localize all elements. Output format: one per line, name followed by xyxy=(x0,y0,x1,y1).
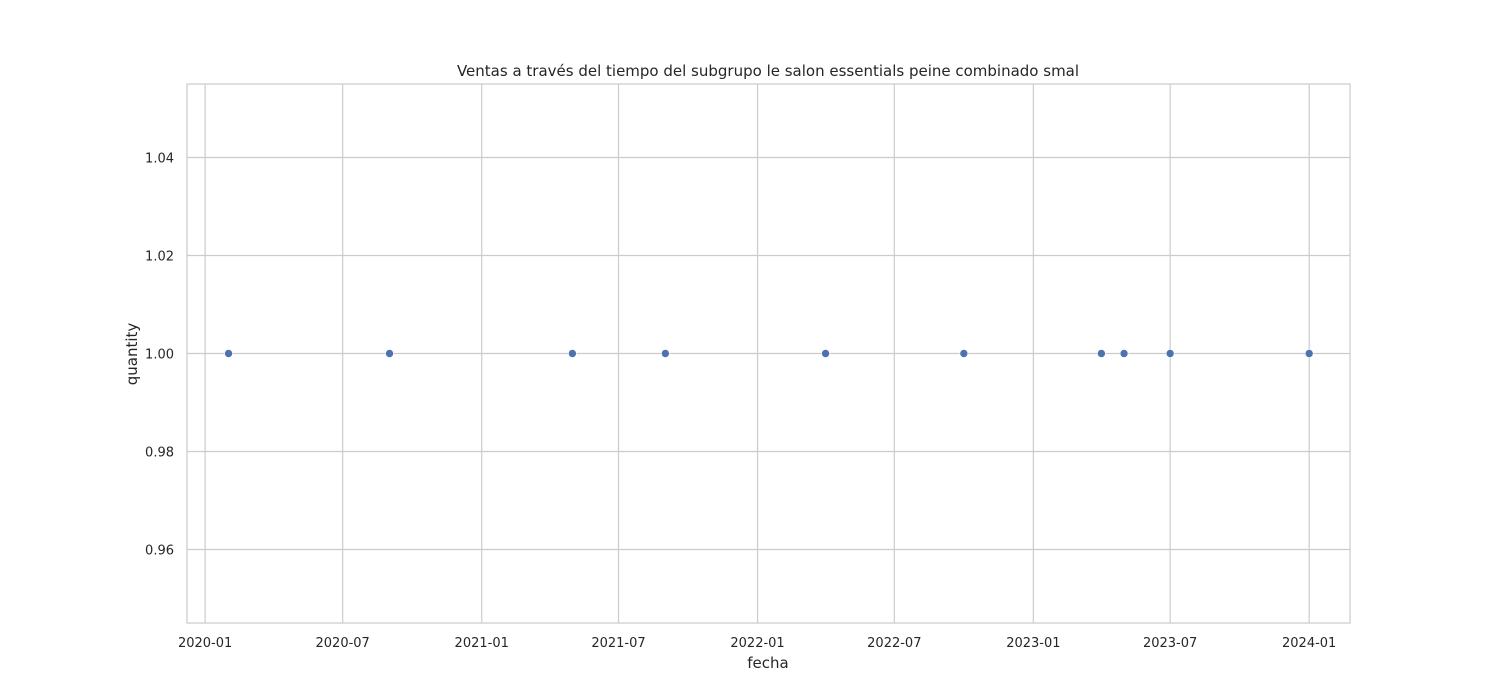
data-points xyxy=(224,349,1314,358)
plot-frame xyxy=(186,83,1351,624)
grid xyxy=(187,84,1350,623)
x-tick-label: 2024-01 xyxy=(1282,636,1336,651)
data-point xyxy=(1097,349,1106,358)
y-axis-label: quantity xyxy=(123,323,141,386)
y-tick-label: 1.00 xyxy=(145,348,174,363)
x-tick-label: 2021-07 xyxy=(591,636,645,651)
x-axis-label: fecha xyxy=(747,654,788,672)
data-point xyxy=(1165,349,1175,358)
x-tick-label: 2023-07 xyxy=(1143,636,1197,651)
x-tick-label: 2020-01 xyxy=(178,636,232,651)
x-tick-label: 2022-07 xyxy=(867,636,921,651)
y-tick-label: 1.04 xyxy=(145,152,174,167)
x-tick-label: 2023-01 xyxy=(1006,636,1060,651)
data-point xyxy=(568,349,577,358)
data-point xyxy=(821,349,830,358)
data-point xyxy=(959,349,969,358)
data-point xyxy=(224,349,233,358)
x-ticks: 2020-01 2020-07 2021-01 2021-07 2022-01 2022-… xyxy=(178,636,1336,651)
y-tick-label: 0.96 xyxy=(145,544,174,559)
x-tick-label: 2022-01 xyxy=(730,636,784,651)
x-tick-label: 2021-01 xyxy=(455,636,509,651)
data-point xyxy=(1119,349,1129,358)
x-tick-label: 2020-07 xyxy=(316,636,370,651)
data-point xyxy=(1304,349,1314,358)
y-ticks: 0.96 0.98 1.00 1.02 1.04 xyxy=(145,152,174,559)
y-tick-label: 0.98 xyxy=(145,446,174,461)
chart-title: Ventas a través del tiempo del subgrupo … xyxy=(457,62,1079,80)
y-tick-label: 1.02 xyxy=(145,250,174,265)
data-point xyxy=(385,349,394,358)
data-point xyxy=(661,349,670,358)
